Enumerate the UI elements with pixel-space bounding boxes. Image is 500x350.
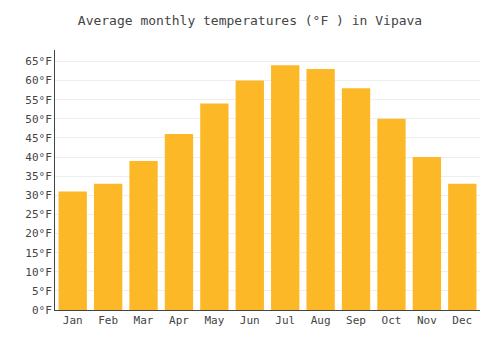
svg-text:15°F: 15°F bbox=[25, 247, 52, 260]
svg-text:10°F: 10°F bbox=[25, 266, 52, 279]
svg-text:55°F: 55°F bbox=[25, 94, 52, 107]
svg-text:60°F: 60°F bbox=[25, 74, 52, 87]
svg-text:Apr: Apr bbox=[169, 314, 189, 327]
svg-text:50°F: 50°F bbox=[25, 113, 52, 126]
svg-text:20°F: 20°F bbox=[25, 227, 52, 240]
svg-text:Sep: Sep bbox=[346, 314, 366, 327]
svg-text:Jun: Jun bbox=[240, 314, 260, 327]
svg-text:5°F: 5°F bbox=[32, 285, 52, 298]
svg-text:Mar: Mar bbox=[134, 314, 154, 327]
svg-text:45°F: 45°F bbox=[25, 132, 52, 145]
svg-text:Average monthly temperatures (: Average monthly temperatures (°F ) in Vi… bbox=[78, 13, 422, 28]
svg-text:35°F: 35°F bbox=[25, 170, 52, 183]
svg-text:Nov: Nov bbox=[417, 314, 437, 327]
svg-text:0°F: 0°F bbox=[32, 304, 52, 317]
svg-text:Aug: Aug bbox=[311, 314, 331, 327]
svg-text:Feb: Feb bbox=[98, 314, 118, 327]
svg-text:Dec: Dec bbox=[452, 314, 472, 327]
svg-text:Oct: Oct bbox=[382, 314, 402, 327]
svg-text:Jul: Jul bbox=[275, 314, 295, 327]
svg-text:Jan: Jan bbox=[63, 314, 83, 327]
svg-text:30°F: 30°F bbox=[25, 189, 52, 202]
svg-text:May: May bbox=[204, 314, 224, 327]
svg-text:40°F: 40°F bbox=[25, 151, 52, 164]
svg-text:65°F: 65°F bbox=[25, 55, 52, 68]
svg-text:25°F: 25°F bbox=[25, 208, 52, 221]
